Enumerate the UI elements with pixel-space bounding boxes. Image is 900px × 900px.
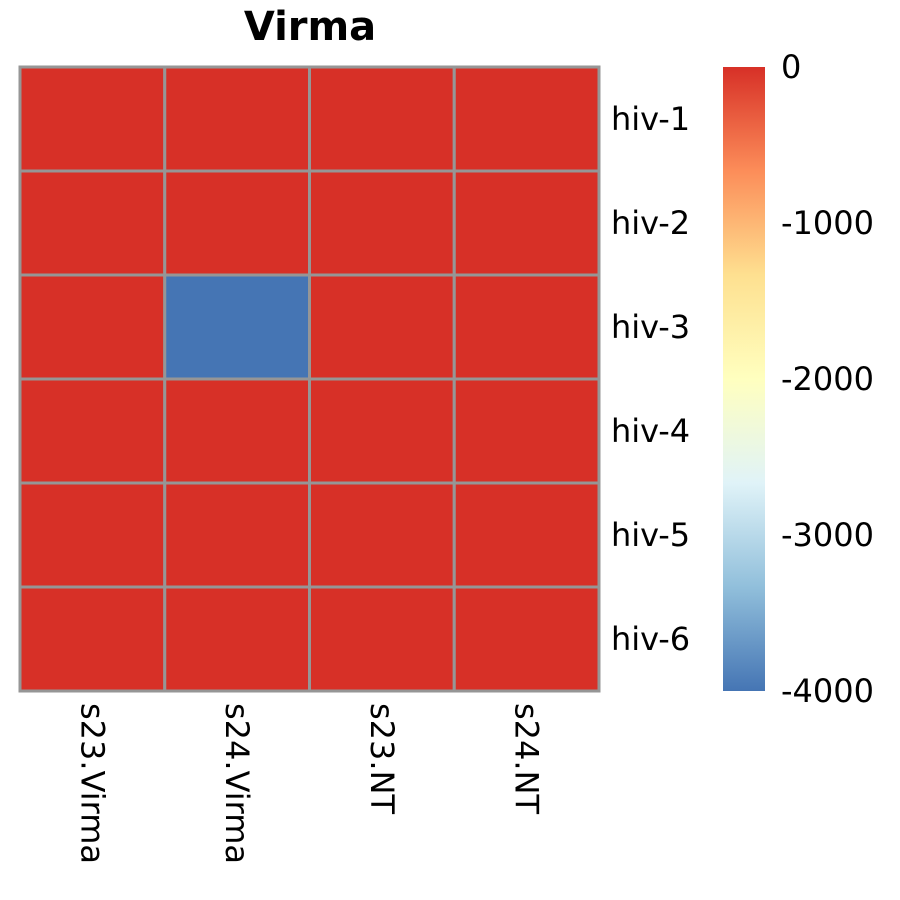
column-labels: s23.Virma s24.Virma s23.NT s24.NT [73, 703, 545, 864]
colorbar-tick-label: -4000 [781, 672, 874, 710]
heatmap-cell [308, 481, 456, 589]
colorbar-tick-label: -2000 [781, 360, 874, 398]
row-label: hiv-6 [611, 620, 690, 658]
row-labels: hiv-1 hiv-2 hiv-3 hiv-4 hiv-5 hiv-6 [611, 100, 690, 658]
heatmap-cell [163, 377, 311, 485]
row-label: hiv-1 [611, 100, 690, 138]
heatmap-cell [308, 377, 456, 485]
heatmap-cell [18, 481, 167, 589]
colorbar-gradient [723, 67, 765, 691]
colorbar-tick-labels: 0 -1000 -2000 -3000 -4000 [781, 48, 874, 710]
heatmap-cell [163, 65, 311, 173]
heatmap-cell [18, 273, 167, 381]
row-label: hiv-5 [611, 516, 690, 554]
chart-title: Virma [244, 4, 376, 50]
heatmap-cell [452, 585, 601, 693]
heatmap-cell [308, 273, 456, 381]
colorbar [723, 67, 765, 691]
heatmap-cell [163, 481, 311, 589]
heatmap-cell [452, 65, 601, 173]
heatmap-cell [163, 273, 311, 381]
colorbar-tick-label: 0 [781, 48, 801, 86]
column-label: s24.Virma [218, 703, 256, 864]
column-label: s23.Virma [73, 703, 111, 864]
heatmap-cell [308, 169, 456, 277]
heatmap-cell [18, 585, 167, 693]
row-label: hiv-2 [611, 204, 690, 242]
heatmap-cell [452, 273, 601, 381]
heatmap-cell [452, 377, 601, 485]
heatmap-cells [18, 65, 601, 693]
heatmap-cell [18, 169, 167, 277]
column-label: s23.NT [363, 703, 401, 815]
colorbar-tick-label: -3000 [781, 516, 874, 554]
column-label: s24.NT [508, 703, 546, 815]
row-label: hiv-4 [611, 412, 690, 450]
heatmap-cell [308, 585, 456, 693]
heatmap-cell [452, 169, 601, 277]
heatmap-cell [452, 481, 601, 589]
heatmap-cell [163, 585, 311, 693]
row-label: hiv-3 [611, 308, 690, 346]
heatmap-cell [308, 65, 456, 173]
colorbar-tick-label: -1000 [781, 204, 874, 242]
heatmap-cell [18, 65, 167, 173]
heatmap-cell [18, 377, 167, 485]
heatmap-cell [163, 169, 311, 277]
